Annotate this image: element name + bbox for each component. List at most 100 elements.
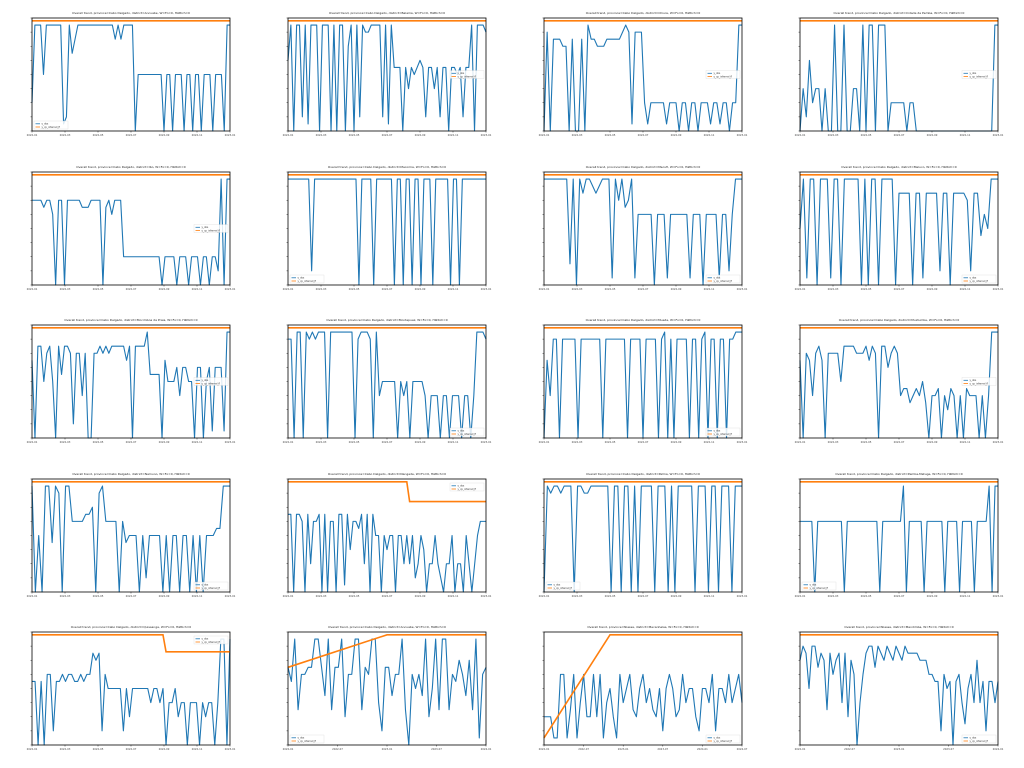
- x-tick-label: 2023-01: [993, 287, 1004, 291]
- subplot-title: Overall trend, province=Cabo Delgado, di…: [839, 318, 960, 322]
- series-line-y-obs: [287, 24, 487, 132]
- x-tick-label: 2022-03: [60, 747, 71, 751]
- subplot-panel: Overall trend, province=Cabo Delgado, di…: [768, 307, 1024, 461]
- series-line-y-obs: [32, 178, 230, 286]
- x-tick-label: 2022-03: [316, 133, 327, 137]
- x-tick-label: 2022-09: [159, 440, 170, 444]
- x-tick-label: 2022-07: [638, 287, 649, 291]
- legend-label: y_obs: [457, 484, 465, 487]
- x-tick-label: 2022-05: [349, 287, 360, 291]
- x-tick-label: 2022-05: [349, 594, 360, 598]
- x-tick-label: 2023-01: [225, 287, 236, 291]
- x-tick-label: 2023-01: [225, 440, 236, 444]
- series-line-y-obs: [800, 485, 998, 593]
- series-line-y-obs: [288, 513, 486, 593]
- legend-label: y_obs: [298, 276, 306, 279]
- subplot-svg: Overall trend, province=Cabo Delgado, di…: [795, 165, 1004, 291]
- subplot-panel: Overall trend, province=Cabo Delgado, di…: [512, 154, 768, 308]
- subplot-panel: Overall trend, province=Cabo Delgado, di…: [512, 0, 768, 154]
- x-tick-label: 2023-01: [993, 440, 1004, 444]
- x-tick-label: 2022-07: [638, 594, 649, 598]
- x-tick-label: 2022-01: [795, 594, 806, 598]
- series-line-y-obs: [31, 485, 230, 593]
- legend-label: y_cp_inferred_fl: [42, 126, 61, 129]
- subplot-panel: Overall trend, province=Cabo Delgado, di…: [256, 307, 512, 461]
- x-tick-label: 2022-09: [671, 133, 682, 137]
- series-line-y-obs: [31, 24, 230, 132]
- x-tick-label: 2022-09: [671, 440, 682, 444]
- subplot-svg: Overall trend, province=Niassa, district…: [539, 625, 748, 751]
- series-line-y-cp: [543, 634, 742, 739]
- subplot-panel: Overall trend, province=Cabo Delgado, di…: [256, 0, 512, 154]
- x-tick-label: 2022-01: [27, 440, 38, 444]
- subplot-svg: Overall trend, province=Cabo Delgado, di…: [795, 318, 1004, 444]
- x-tick-label: 2022-11: [448, 287, 459, 291]
- x-tick-label: 2022-01: [27, 133, 38, 137]
- x-tick-label: 2022-11: [960, 133, 971, 137]
- x-tick-label: 2023-01: [737, 133, 748, 137]
- x-tick-label: 2022-11: [704, 440, 715, 444]
- x-tick-label: 2022-11: [448, 594, 459, 598]
- x-tick-label: 2022-09: [159, 747, 170, 751]
- subplot-svg: Overall trend, province=Cabo Delgado, di…: [27, 472, 236, 598]
- x-tick-label: 2022-01: [795, 440, 806, 444]
- x-tick-label: 2022-03: [828, 287, 839, 291]
- subplot-panel: Overall trend, province=Cabo Delgado, di…: [0, 307, 256, 461]
- legend-label: y_cp_inferred_fl: [201, 641, 220, 644]
- legend-label: y_obs: [713, 737, 721, 740]
- x-tick-label: 2022-03: [316, 440, 327, 444]
- subplot-title: Overall trend, province=Cabo Delgado, di…: [586, 318, 701, 322]
- subplot-panel: Overall trend, province=Cabo Delgado, di…: [256, 461, 512, 615]
- x-tick-label: 2022-07: [382, 133, 393, 137]
- x-tick-label: 2022-05: [349, 440, 360, 444]
- x-tick-label: 2022-07: [382, 594, 393, 598]
- x-tick-label: 2022-09: [927, 133, 938, 137]
- legend-label: y_cp_inferred_fl: [457, 488, 476, 491]
- x-tick-label: 2022-05: [93, 747, 104, 751]
- x-tick-label: 2022-03: [572, 594, 583, 598]
- subplot-panel: Overall trend, province=Cabo Delgado, di…: [0, 0, 256, 154]
- subplot-svg: Overall trend, province=Cabo Delgado, di…: [27, 11, 236, 137]
- x-tick-label: 2022-11: [192, 133, 203, 137]
- subplot-svg: Overall trend, province=Cabo Delgado, di…: [283, 318, 492, 444]
- x-tick-label: 2022-01: [539, 747, 550, 751]
- x-tick-label: 2022-11: [448, 133, 459, 137]
- x-tick-label: 2023-07: [431, 747, 442, 751]
- subplot-title: Overall trend, province=Cabo Delgado, di…: [64, 318, 197, 322]
- legend-label: y_obs: [201, 226, 209, 229]
- x-tick-label: 2022-11: [192, 594, 203, 598]
- x-tick-label: 2022-01: [795, 133, 806, 137]
- legend-label: y_cp_inferred_fl: [457, 433, 476, 436]
- x-tick-label: 2022-05: [605, 594, 616, 598]
- subplot-panel: Overall trend, province=Cabo Delgado, di…: [256, 614, 512, 768]
- x-tick-label: 2022-11: [704, 133, 715, 137]
- legend-label: y_obs: [201, 638, 209, 641]
- x-tick-label: 2022-01: [27, 747, 38, 751]
- x-tick-label: 2022-09: [671, 594, 682, 598]
- series-line-y-obs: [288, 178, 486, 286]
- x-tick-label: 2023-01: [225, 747, 236, 751]
- x-tick-label: 2022-01: [27, 594, 38, 598]
- x-tick-label: 2022-05: [605, 440, 616, 444]
- legend-label: y_obs: [457, 72, 465, 75]
- legend-label: y_obs: [713, 72, 721, 75]
- x-tick-label: 2022-09: [927, 594, 938, 598]
- legend-label: y_cp_inferred_fl: [713, 279, 732, 282]
- legend-label: y_obs: [201, 379, 209, 382]
- x-tick-label: 2022-05: [861, 440, 872, 444]
- x-tick-label: 2022-05: [93, 440, 104, 444]
- x-tick-label: 2022-07: [894, 133, 905, 137]
- x-tick-label: 2022-01: [539, 594, 550, 598]
- series-line-y-obs: [543, 485, 742, 593]
- x-tick-label: 2022-11: [704, 594, 715, 598]
- x-tick-label: 2022-03: [572, 440, 583, 444]
- x-tick-label: 2022-09: [159, 287, 170, 291]
- x-tick-label: 2022-01: [539, 287, 550, 291]
- subplot-panel: Overall trend, province=Cabo Delgado, di…: [768, 461, 1024, 615]
